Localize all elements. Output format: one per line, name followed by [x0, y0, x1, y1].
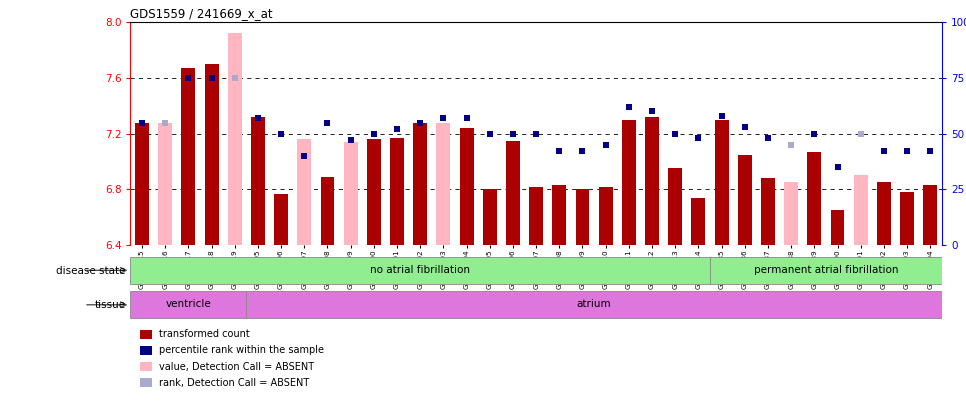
- Bar: [228, 34, 242, 245]
- Bar: [715, 120, 728, 245]
- Bar: [298, 139, 311, 245]
- Text: no atrial fibrillation: no atrial fibrillation: [370, 265, 470, 275]
- Bar: [529, 187, 543, 245]
- Bar: [645, 117, 659, 245]
- Text: transformed count: transformed count: [159, 329, 250, 339]
- Bar: [831, 210, 844, 245]
- Bar: [182, 68, 195, 245]
- Text: disease state: disease state: [56, 266, 126, 275]
- Bar: [808, 152, 821, 245]
- Text: rank, Detection Call = ABSENT: rank, Detection Call = ABSENT: [159, 378, 310, 388]
- Bar: [205, 64, 218, 245]
- Text: permanent atrial fibrillation: permanent atrial fibrillation: [753, 265, 898, 275]
- Text: GDS1559 / 241669_x_at: GDS1559 / 241669_x_at: [130, 7, 273, 20]
- Bar: [135, 123, 149, 245]
- Bar: [877, 182, 891, 245]
- Bar: [344, 142, 357, 245]
- Bar: [668, 168, 682, 245]
- Bar: [251, 117, 265, 245]
- Bar: [923, 185, 937, 245]
- Bar: [553, 185, 566, 245]
- Text: tissue: tissue: [95, 300, 126, 310]
- Bar: [784, 182, 798, 245]
- Bar: [130, 291, 246, 318]
- Bar: [367, 139, 381, 245]
- Bar: [158, 123, 172, 245]
- Text: atrium: atrium: [577, 299, 611, 309]
- Bar: [738, 155, 752, 245]
- Bar: [692, 198, 705, 245]
- Bar: [710, 257, 942, 284]
- Bar: [854, 175, 867, 245]
- Bar: [321, 177, 334, 245]
- Bar: [460, 128, 473, 245]
- Bar: [576, 190, 589, 245]
- Bar: [761, 178, 775, 245]
- Bar: [506, 141, 520, 245]
- Bar: [622, 120, 636, 245]
- Bar: [130, 257, 710, 284]
- Bar: [413, 123, 427, 245]
- Text: value, Detection Call = ABSENT: value, Detection Call = ABSENT: [159, 362, 315, 371]
- Text: ventricle: ventricle: [165, 299, 212, 309]
- Bar: [437, 123, 450, 245]
- Bar: [274, 194, 288, 245]
- Bar: [599, 187, 612, 245]
- Text: percentile rank within the sample: percentile rank within the sample: [159, 345, 325, 355]
- Bar: [483, 190, 497, 245]
- Bar: [390, 138, 404, 245]
- Bar: [246, 291, 942, 318]
- Bar: [900, 192, 914, 245]
